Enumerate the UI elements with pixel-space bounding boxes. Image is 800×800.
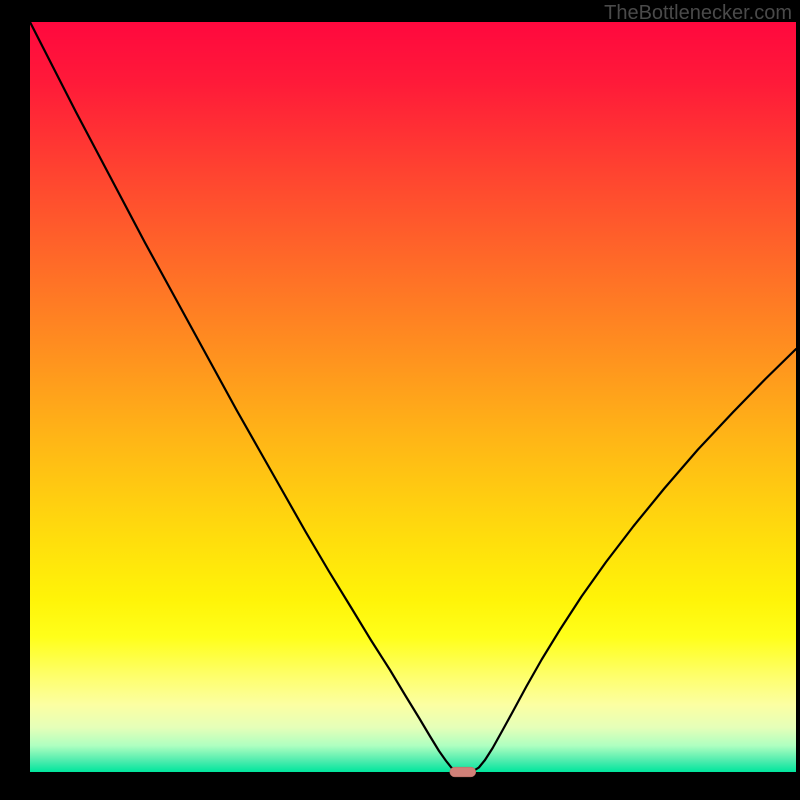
- plot-background: [30, 22, 796, 772]
- chart-wrapper: TheBottlenecker.com: [0, 0, 800, 800]
- source-attribution: TheBottlenecker.com: [604, 2, 792, 25]
- bottleneck-chart: [0, 0, 800, 800]
- minimum-marker: [450, 767, 476, 777]
